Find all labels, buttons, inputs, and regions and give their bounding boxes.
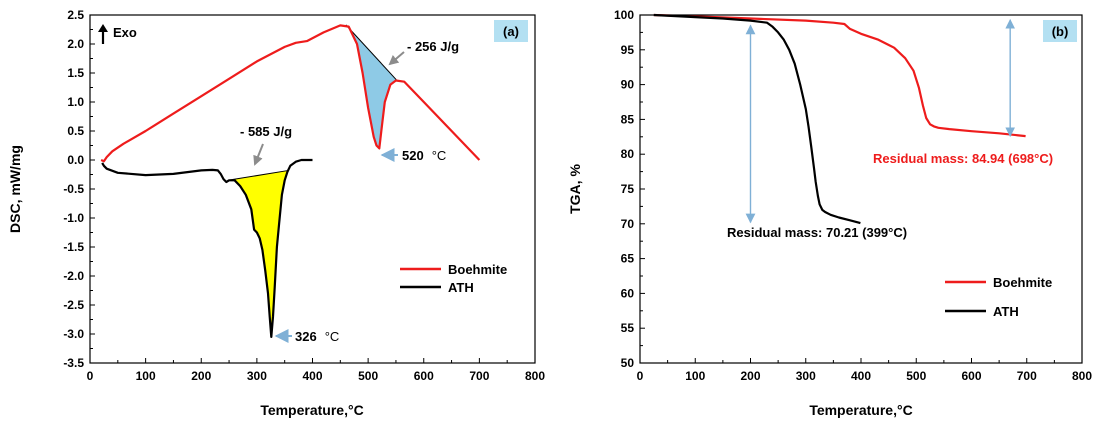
y-tick-label: -2.0: [63, 269, 84, 283]
tga-panel-tag-bg: [1043, 20, 1077, 42]
x-tick-label: 800: [1072, 369, 1092, 383]
x-tick-label: 700: [1017, 369, 1037, 383]
tga-boehmite-line: [653, 13, 1026, 138]
tga-ath-line: [653, 13, 861, 225]
y-tick-label: 0.5: [67, 124, 84, 138]
boehmite-enthalpy-pointer: [388, 51, 405, 66]
y-tick-label: 0.0: [67, 153, 84, 167]
exo-label: Exo: [113, 25, 137, 40]
boehmite-peak-label: 520 °C: [402, 147, 446, 164]
y-tick-label: -0.5: [63, 182, 84, 196]
x-tick-label: 300: [796, 369, 816, 383]
y-tick-label: 2.0: [67, 37, 84, 51]
x-tick-label: 200: [191, 369, 211, 383]
ath-enthalpy-pointer: [253, 143, 264, 166]
tga-y-axis: 50 55 60 65 70 75 80 85 90 95 100: [614, 8, 645, 370]
y-tick-label: 60: [621, 286, 635, 300]
ath-endotherm-area: [227, 170, 289, 337]
x-tick-label: 100: [136, 369, 156, 383]
dsc-panel-tag-bg: [494, 20, 528, 42]
ath-enthalpy-label: - 585 J/g: [240, 124, 292, 139]
y-tick-label: 55: [621, 321, 635, 335]
exo-arrowhead-icon: [98, 24, 108, 32]
y-tick-label: -3.5: [63, 356, 84, 370]
x-tick-label: 600: [961, 369, 981, 383]
ath-baseline: [227, 169, 289, 181]
y-tick-label: 85: [621, 112, 635, 126]
x-tick-label: 800: [525, 369, 545, 383]
y-tick-label: -3.0: [63, 327, 84, 341]
x-tick-label: 400: [851, 369, 871, 383]
ath-peak-unit: °C: [325, 329, 340, 344]
x-tick-label: 500: [358, 369, 378, 383]
y-tick-label: -1.5: [63, 240, 84, 254]
y-tick-label: 95: [621, 43, 635, 57]
dsc-ath-line: [101, 158, 313, 338]
dsc-legend-ath-label: ATH: [448, 280, 474, 295]
x-tick-label: 0: [87, 369, 94, 383]
tga-panel-tag: (b): [1052, 24, 1069, 39]
x-tick-label: 200: [740, 369, 760, 383]
ath-peak-value: 326: [295, 329, 317, 344]
tga-x-axis-title: Temperature,°C: [809, 402, 912, 418]
dsc-y-axis-title: DSC, mW/mg: [7, 145, 23, 233]
dsc-boehmite-line: [100, 24, 481, 163]
dsc-legend: Boehmite ATH: [400, 262, 507, 295]
boehmite-peak-value: 520: [402, 148, 424, 163]
y-tick-label: 65: [621, 252, 635, 266]
y-tick-label: 1.5: [67, 66, 84, 80]
y-tick-label: -2.5: [63, 298, 84, 312]
x-tick-label: 0: [637, 369, 644, 383]
tga-legend: Boehmite ATH: [945, 275, 1052, 319]
tga-legend-ath-label: ATH: [993, 304, 1019, 319]
x-tick-label: 100: [685, 369, 705, 383]
dsc-x-axis-title: Temperature,°C: [260, 402, 363, 418]
y-tick-label: 70: [621, 217, 635, 231]
dsc-panel-tag: (a): [503, 24, 519, 39]
x-tick-label: 700: [469, 369, 489, 383]
ath-peak-label: 326 °C: [295, 328, 339, 345]
dsc-panel: 0 100 200 300 400 500 600 700 800 -3.5 -3.0 -2.5 -2…: [7, 8, 545, 418]
dsc-x-axis: 0 100 200 300 400 500 600 700 800: [87, 358, 545, 383]
y-tick-label: 100: [614, 8, 634, 22]
y-tick-label: 90: [621, 78, 635, 92]
x-tick-label: 300: [247, 369, 267, 383]
y-tick-label: 2.5: [67, 8, 84, 22]
y-tick-label: -1.0: [63, 211, 84, 225]
y-tick-label: 80: [621, 147, 635, 161]
x-tick-label: 500: [906, 369, 926, 383]
tga-panel: 0 100 200 300 400 500 600 700 800 50 55 60 65 70 75 80…: [567, 8, 1092, 418]
boehmite-enthalpy-label: - 256 J/g: [407, 39, 459, 54]
dsc-plot-frame: [89, 14, 536, 364]
x-tick-label: 400: [302, 369, 322, 383]
tga-x-axis: 0 100 200 300 400 500 600 700 800: [637, 358, 1092, 383]
dsc-legend-boehmite-label: Boehmite: [448, 262, 507, 277]
boehmite-residual-label: Residual mass: 84.94 (698°C): [873, 151, 1053, 166]
tga-y-axis-title: TGA, %: [567, 164, 583, 214]
tga-legend-boehmite-label: Boehmite: [993, 275, 1052, 290]
y-tick-label: 50: [621, 356, 635, 370]
boehmite-endotherm-area: [345, 24, 398, 149]
boehmite-baseline: [345, 24, 398, 81]
y-tick-label: 75: [621, 182, 635, 196]
y-tick-label: 1.0: [67, 95, 84, 109]
x-tick-label: 600: [414, 369, 434, 383]
ath-residual-label: Residual mass: 70.21 (399°C): [727, 225, 907, 240]
boehmite-peak-unit: °C: [432, 148, 447, 163]
dsc-y-axis: -3.5 -3.0 -2.5 -2.0 -1.5 -1.0 -0.5 0.0 0.5 1.0 1.5…: [63, 8, 95, 370]
